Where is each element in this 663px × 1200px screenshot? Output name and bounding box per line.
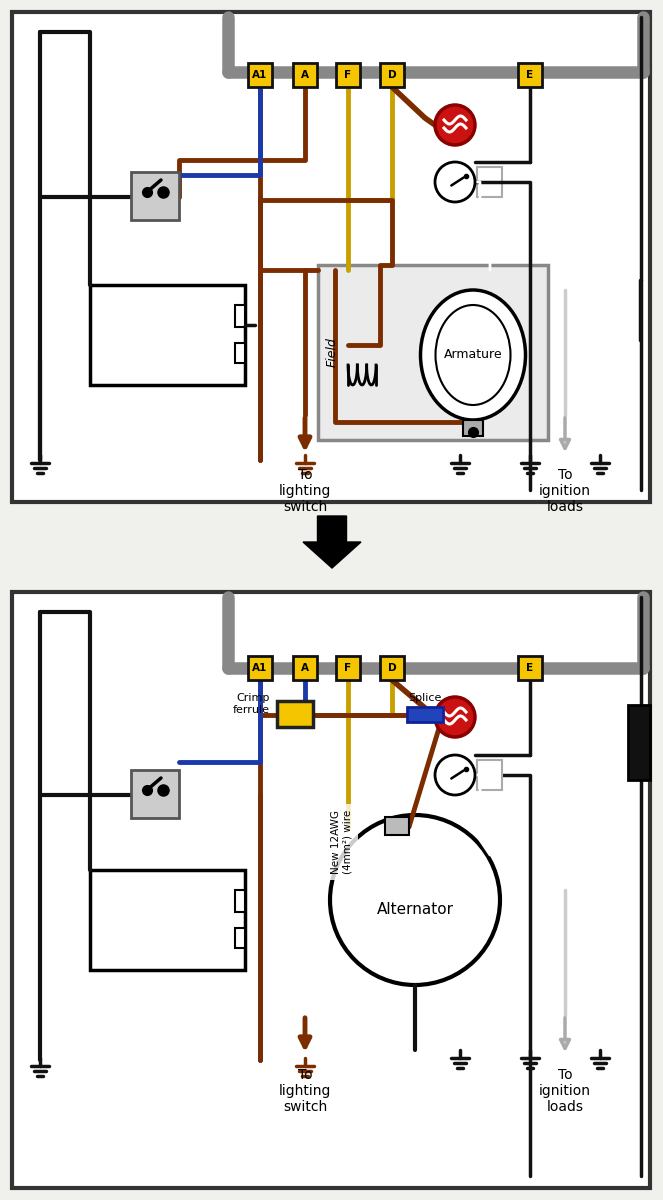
Text: Alternator: Alternator <box>377 902 453 918</box>
FancyBboxPatch shape <box>293 62 317 86</box>
Circle shape <box>435 697 475 737</box>
Text: To
ignition
loads: To ignition loads <box>539 468 591 515</box>
Text: F: F <box>345 70 351 80</box>
Polygon shape <box>303 516 361 568</box>
FancyBboxPatch shape <box>477 760 502 790</box>
FancyBboxPatch shape <box>12 592 650 1188</box>
Text: E: E <box>526 662 534 673</box>
FancyBboxPatch shape <box>90 284 245 385</box>
Ellipse shape <box>420 290 526 420</box>
Text: To
ignition
loads: To ignition loads <box>539 1068 591 1115</box>
FancyBboxPatch shape <box>318 265 548 440</box>
Circle shape <box>435 162 475 202</box>
Ellipse shape <box>436 305 511 404</box>
Text: Splice: Splice <box>408 692 442 703</box>
Text: Armature: Armature <box>444 348 503 361</box>
Text: A1: A1 <box>253 70 268 80</box>
Circle shape <box>435 755 475 794</box>
FancyBboxPatch shape <box>336 62 360 86</box>
FancyBboxPatch shape <box>407 707 443 722</box>
FancyBboxPatch shape <box>628 704 650 780</box>
FancyBboxPatch shape <box>131 770 179 818</box>
FancyBboxPatch shape <box>380 656 404 680</box>
Text: E: E <box>526 70 534 80</box>
Circle shape <box>330 815 500 985</box>
Text: A: A <box>301 70 309 80</box>
Circle shape <box>435 104 475 145</box>
FancyBboxPatch shape <box>235 343 245 362</box>
FancyBboxPatch shape <box>90 870 245 970</box>
FancyBboxPatch shape <box>248 62 272 86</box>
FancyBboxPatch shape <box>518 656 542 680</box>
FancyBboxPatch shape <box>293 656 317 680</box>
FancyBboxPatch shape <box>12 12 650 502</box>
Text: D: D <box>388 70 396 80</box>
FancyBboxPatch shape <box>235 305 245 326</box>
FancyBboxPatch shape <box>235 928 245 948</box>
Text: Crimp
ferrule: Crimp ferrule <box>233 692 270 714</box>
FancyBboxPatch shape <box>463 420 483 436</box>
FancyBboxPatch shape <box>518 62 542 86</box>
FancyBboxPatch shape <box>235 890 245 912</box>
FancyBboxPatch shape <box>336 656 360 680</box>
FancyBboxPatch shape <box>385 817 409 835</box>
Text: A: A <box>301 662 309 673</box>
FancyBboxPatch shape <box>477 167 502 197</box>
Text: To
lighting
switch: To lighting switch <box>279 1068 332 1115</box>
FancyBboxPatch shape <box>380 62 404 86</box>
Text: F: F <box>345 662 351 673</box>
FancyBboxPatch shape <box>131 172 179 220</box>
Text: Field: Field <box>326 337 339 367</box>
Text: A1: A1 <box>253 662 268 673</box>
Text: D: D <box>388 662 396 673</box>
Text: New 12AWG
(4mm²) wire: New 12AWG (4mm²) wire <box>332 810 353 875</box>
FancyBboxPatch shape <box>277 701 313 727</box>
FancyBboxPatch shape <box>248 656 272 680</box>
Text: To
lighting
switch: To lighting switch <box>279 468 332 515</box>
